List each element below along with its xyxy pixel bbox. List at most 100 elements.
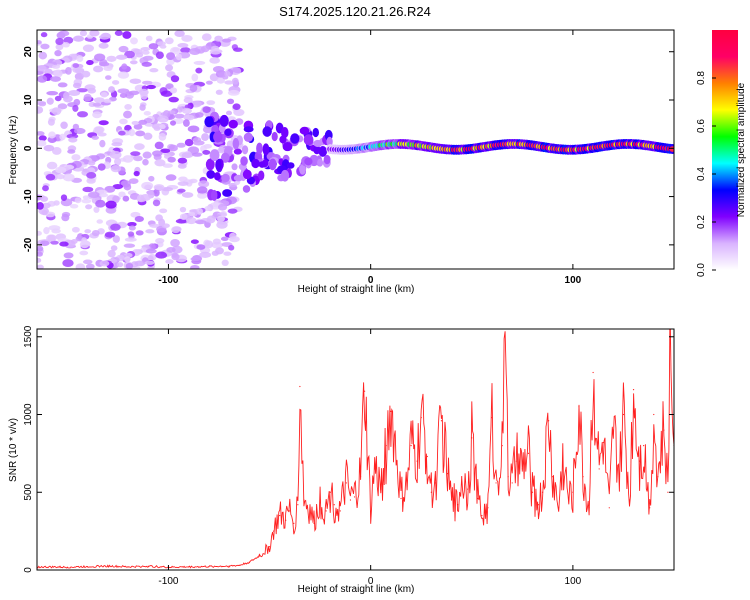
heat-cell-noise: [143, 132, 153, 140]
heat-cell-noise: [89, 30, 100, 37]
heat-cell-noise: [50, 240, 59, 245]
heat-cell-noise: [169, 46, 182, 55]
heat-cell-noise: [154, 159, 166, 167]
heat-cell-noise: [70, 239, 78, 244]
heat-cell-noise: [68, 90, 81, 97]
heat-cell-noise: [190, 239, 199, 244]
heat-cell-noise: [177, 157, 188, 164]
heat-cell-noise: [153, 188, 160, 197]
heat-cell-noise: [180, 47, 191, 54]
heat-cell-noise: [77, 111, 89, 118]
heat-cell-burst: [312, 127, 320, 138]
heat-cell-noise: [87, 87, 97, 94]
heat-cell-noise: [40, 195, 49, 202]
heat-cell-noise: [212, 65, 225, 73]
heat-cell-noise: [200, 45, 210, 53]
snr-point: [527, 452, 530, 454]
heat-cell-noise: [228, 244, 235, 251]
heat-cell-noise: [225, 110, 233, 116]
heat-cell-noise: [144, 260, 155, 265]
heat-cell-noise: [134, 143, 145, 151]
colorbar-label: Normalized spectral amplitude: [736, 82, 747, 217]
heat-cell-noise: [99, 139, 106, 148]
heat-cell-noise: [131, 120, 139, 126]
snr-point: [127, 566, 129, 568]
snr-point: [653, 413, 655, 416]
snr-point: [552, 476, 554, 478]
heat-cell-burst: [279, 135, 287, 144]
heat-cell-noise: [181, 152, 194, 159]
heat-cell-noise: [170, 75, 180, 83]
heat-cell-noise: [142, 158, 149, 166]
heat-cell-noise: [51, 147, 62, 155]
snr-point: [66, 566, 68, 568]
heat-cell-noise: [191, 152, 203, 157]
heat-cell-noise: [82, 186, 94, 193]
heat-cell-burst: [299, 126, 310, 135]
snr-point: [588, 507, 590, 509]
snr-y-label: SNR (10 * v/v): [8, 418, 19, 482]
heat-cell-noise: [42, 185, 49, 192]
snr-plot-area: [37, 329, 674, 570]
heat-cell-noise: [204, 205, 211, 212]
heat-cell-noise: [142, 80, 153, 85]
heat-cell-noise: [190, 265, 200, 269]
heat-cell-noise: [75, 263, 86, 269]
heat-cell-noise: [37, 264, 44, 269]
heat-cell-noise: [149, 223, 161, 228]
heat-cell-noise: [221, 38, 232, 43]
spectrogram-y-axis: -20 -10 0 10 20: [23, 46, 674, 252]
heat-cell-noise: [124, 237, 137, 242]
chart-title: S174.2025.120.21.26.R24: [279, 4, 431, 19]
heat-cell-noise: [40, 43, 50, 50]
heat-cell-burst: [258, 161, 266, 168]
snr-point: [349, 499, 352, 501]
heat-cell-noise: [205, 80, 213, 85]
heat-cell-noise: [46, 97, 54, 105]
heat-cell-noise: [79, 30, 88, 37]
heat-cell-noise: [183, 97, 193, 104]
heat-cell-noise: [92, 111, 102, 119]
heat-cell-noise: [38, 135, 47, 142]
heat-cell-burst: [256, 142, 263, 155]
spectrogram-x-label: Height of straight line (km): [298, 284, 415, 295]
heat-cell-burst: [271, 131, 278, 142]
heat-cell-burst: [313, 145, 321, 155]
heat-cell-noise: [53, 69, 63, 78]
heat-cell-burst: [299, 164, 306, 175]
colorbar-tick-label: 0.2: [696, 215, 707, 229]
snr-point: [507, 476, 509, 478]
heat-cell-noise: [72, 63, 80, 69]
heat-cell-noise: [37, 201, 44, 210]
heat-cell-noise: [117, 88, 130, 94]
heat-cell-noise: [196, 244, 206, 250]
heat-cell-noise: [55, 37, 64, 46]
y-tick-label: -10: [23, 189, 34, 204]
heat-cell-noise: [87, 191, 100, 199]
heat-cell-noise: [104, 185, 116, 193]
snr-point: [364, 390, 366, 392]
snr-point: [481, 514, 483, 517]
heat-cell-noise: [149, 68, 159, 73]
heat-cell-burst: [243, 132, 253, 142]
snr-point: [663, 429, 665, 431]
heat-cell-noise: [179, 206, 187, 213]
snr-point: [487, 507, 489, 509]
snr-point: [568, 497, 570, 500]
snr-point: [293, 522, 295, 524]
snr-point: [548, 420, 550, 422]
heat-cell-noise: [114, 157, 122, 166]
heat-cell-noise: [54, 49, 62, 57]
snr-point: [467, 488, 469, 490]
heat-cell-noise: [166, 58, 175, 66]
heat-cell-noise: [140, 46, 151, 52]
heat-cell-noise: [72, 35, 85, 42]
snr-point: [309, 510, 311, 512]
heat-cell-noise: [115, 54, 128, 60]
snr-point: [562, 457, 564, 459]
heat-cell-noise: [51, 107, 62, 116]
heat-cell-noise: [174, 113, 185, 119]
snr-point: [501, 445, 503, 447]
heat-cell-noise: [105, 200, 117, 209]
